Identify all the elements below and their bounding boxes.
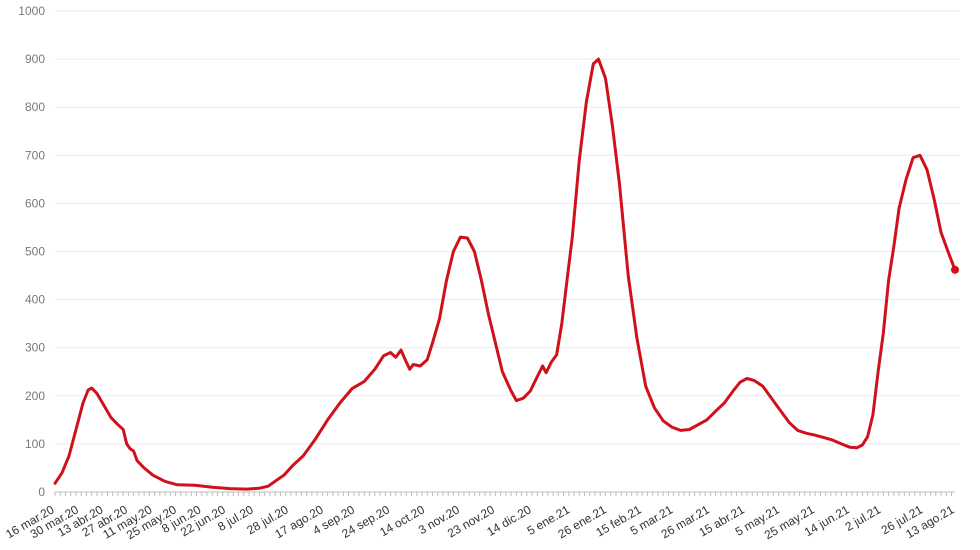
y-tick-label: 700: [25, 148, 45, 162]
y-axis-tick-labels: 0 100 200 300 400 500 600 700 800 900 1000: [18, 4, 45, 499]
series-end-point: [951, 265, 959, 274]
y-tick-label: 400: [25, 293, 45, 307]
series-line: [53, 57, 957, 491]
y-tick-label: 200: [25, 389, 45, 403]
gridlines: [55, 10, 960, 445]
y-tick-label: 300: [25, 341, 45, 355]
y-tick-label: 1000: [18, 4, 45, 18]
y-tick-label: 500: [25, 245, 45, 259]
y-tick-label: 800: [25, 100, 45, 114]
y-tick-label: 100: [25, 437, 45, 451]
y-tick-label: 900: [25, 52, 45, 66]
y-tick-label: 0: [38, 485, 45, 499]
x-tick-label: 2 jul.21: [843, 502, 884, 534]
x-axis-tick-marks: [54, 492, 953, 496]
y-tick-label: 600: [25, 196, 45, 210]
